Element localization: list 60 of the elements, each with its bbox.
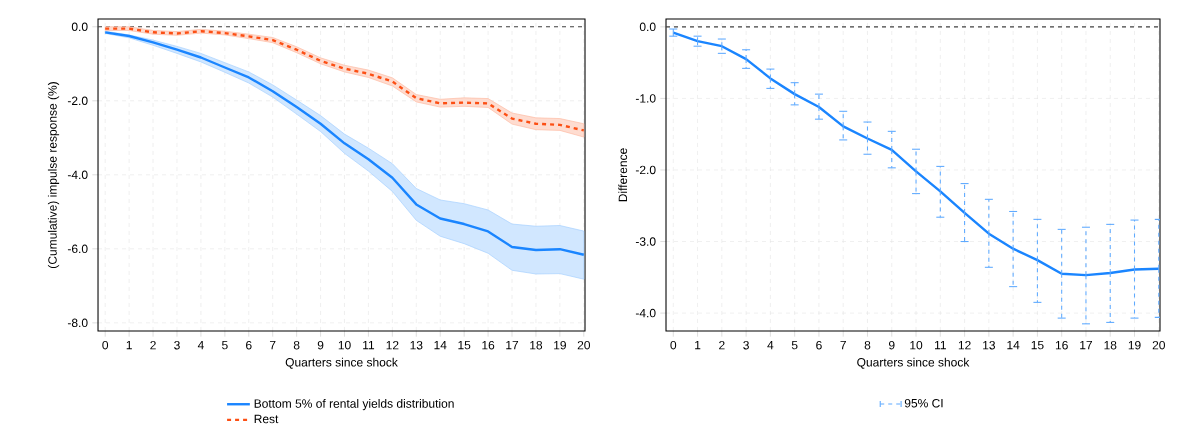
x-tick-label: 5: [791, 340, 798, 350]
x-tick-label: 4: [767, 340, 774, 350]
y-tick-label: -8.0: [67, 318, 88, 328]
x-tick-label: 11: [935, 340, 946, 350]
x-tick-label: 10: [910, 340, 923, 350]
x-tick-label: 15: [458, 340, 471, 350]
x-tick-label: 18: [530, 340, 543, 350]
x-tick-label: 16: [1055, 340, 1068, 350]
x-axis-title: Quarters since shock: [285, 357, 398, 369]
x-tick-label: 0: [670, 340, 677, 350]
x-tick-label: 3: [743, 340, 749, 350]
x-tick-label: 1: [695, 340, 701, 350]
y-tick-label: -4.0: [67, 170, 88, 180]
x-tick-label: 0: [102, 340, 109, 350]
x-tick-label: 14: [1007, 340, 1020, 350]
y-tick-label: -2.0: [635, 165, 656, 175]
x-tick-label: 14: [434, 340, 447, 350]
x-tick-label: 9: [888, 340, 895, 350]
x-tick-label: 20: [1152, 340, 1165, 350]
y-tick-label: 0.0: [639, 22, 656, 32]
y-tick-label: -6.0: [67, 244, 88, 254]
y-tick-label: -4.0: [635, 308, 656, 318]
y-axis-title: Difference: [618, 148, 628, 202]
x-tick-label: 12: [958, 340, 971, 350]
x-tick-label: 6: [816, 340, 822, 350]
x-tick-label: 20: [577, 340, 591, 350]
x-tick-label: 10: [338, 340, 351, 350]
x-tick-label: 13: [983, 340, 995, 350]
x-tick-label: 19: [554, 340, 566, 350]
x-tick-label: 17: [1080, 340, 1093, 350]
x-tick-label: 1: [126, 340, 132, 350]
x-tick-label: 6: [246, 340, 252, 350]
x-tick-label: 13: [410, 340, 423, 350]
x-tick-label: 9: [317, 340, 324, 350]
legend-label: Bottom 5% of rental yields distribution: [254, 398, 454, 411]
x-tick-label: 5: [221, 340, 228, 350]
x-tick-label: 8: [864, 340, 871, 350]
x-tick-label: 8: [293, 340, 300, 350]
y-tick-label: -1.0: [635, 94, 656, 103]
x-tick-label: 7: [269, 340, 276, 350]
x-tick-label: 2: [719, 340, 725, 350]
x-tick-label: 7: [840, 340, 846, 350]
y-axis-title: (Cumulative) impulse response (%): [47, 82, 60, 268]
x-tick-label: 11: [363, 340, 375, 350]
x-tick-label: 16: [482, 340, 495, 350]
x-axis-title: Quarters since shock: [857, 357, 970, 369]
y-tick-label: -2.0: [67, 96, 88, 106]
line-series: [672, 31, 1160, 277]
x-tick-label: 19: [1128, 340, 1141, 350]
x-tick-label: 2: [150, 340, 156, 350]
y-tick-label: 0.0: [71, 22, 88, 32]
x-tick-label: 17: [506, 340, 519, 350]
x-tick-label: 12: [386, 340, 399, 350]
x-tick-label: 18: [1104, 340, 1117, 350]
x-tick-label: 3: [174, 340, 180, 350]
x-tick-label: 4: [197, 340, 204, 350]
text: 95% CI: [904, 398, 943, 408]
legend-label: Rest: [254, 414, 279, 424]
x-tick-label: 15: [1031, 340, 1044, 350]
y-tick-label: -3.0: [635, 237, 656, 246]
